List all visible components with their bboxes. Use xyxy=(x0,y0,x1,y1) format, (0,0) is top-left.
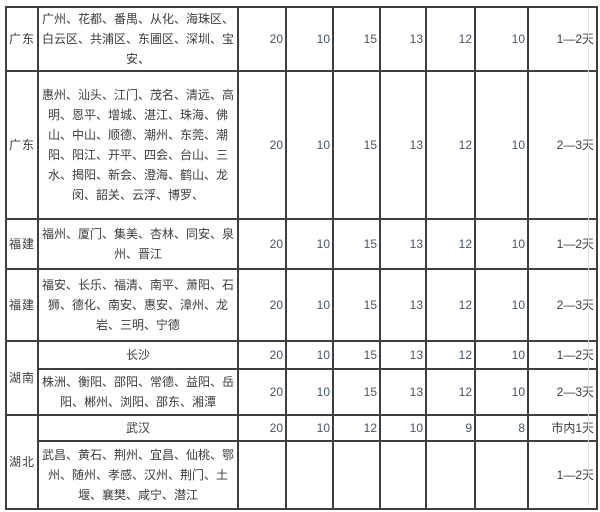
rate-cell: 10 xyxy=(474,340,529,370)
rate-cell: 12 xyxy=(425,368,476,416)
rate-cell: 13 xyxy=(379,6,427,72)
rate-cell xyxy=(474,440,529,510)
rate-cell: 10 xyxy=(379,414,427,442)
rate-cell: 10 xyxy=(474,70,529,220)
rate-cell: 10 xyxy=(474,368,529,416)
rate-cell: 10 xyxy=(285,218,334,270)
rate-cell: 15 xyxy=(332,218,381,270)
cities-cell: 株洲、衡阳、邵阳、常德、益阳、岳阳、郴州、浏阳、邵东、湘潭 xyxy=(37,368,239,416)
rate-cell: 10 xyxy=(285,6,334,72)
rate-cell: 12 xyxy=(425,340,476,370)
delivery-time-cell: 1—2天 xyxy=(527,440,598,510)
table-row: 株洲、衡阳、邵阳、常德、益阳、岳阳、郴州、浏阳、邵东、湘潭 20 10 15 1… xyxy=(6,368,598,416)
table-row: 武昌、黄石、荆州、宜昌、仙桃、鄂州、随州、孝感、汉州、荆门、土堰、襄樊、咸宁、潜… xyxy=(6,440,598,510)
province-cell: 福建 xyxy=(5,268,39,342)
rate-cell xyxy=(332,440,381,510)
rate-cell xyxy=(237,440,287,510)
rate-cell: 10 xyxy=(474,6,529,72)
table-row: 广东 广州、花都、番禺、从化、海珠区、白云区、共浦区、东圃区、深圳、宝安、 20… xyxy=(5,6,598,72)
rate-cell: 9 xyxy=(425,414,476,442)
delivery-time-cell: 市内1天 xyxy=(527,414,598,442)
table-row: 福建 福州、厦门、集美、杏林、同安、泉州、晋江 20 10 15 13 12 1… xyxy=(5,218,598,270)
cities-cell: 惠州、汕头、江门、茂名、清远、高明、恩平、增城、湛江、珠海、佛山、中山、顺德、潮… xyxy=(37,70,239,220)
province-cell: 广东 xyxy=(5,6,39,72)
rate-cell: 12 xyxy=(425,268,476,342)
rate-cell: 20 xyxy=(237,268,287,342)
rate-cell: 15 xyxy=(332,70,381,220)
rate-cell: 13 xyxy=(379,368,427,416)
delivery-time-cell: 1—2天 xyxy=(527,218,598,270)
rate-cell: 12 xyxy=(425,218,476,270)
rate-cell: 10 xyxy=(285,70,334,220)
rate-cell: 12 xyxy=(425,6,476,72)
province-cell: 广东 xyxy=(5,70,39,220)
rate-cell: 13 xyxy=(379,340,427,370)
delivery-time-cell: 2—3天 xyxy=(527,70,598,220)
delivery-time-cell: 2—3天 xyxy=(527,268,598,342)
cities-cell: 武汉 xyxy=(37,414,239,442)
delivery-time-cell: 1—2天 xyxy=(527,6,598,72)
table-row: 湖北 武汉 20 10 12 10 9 8 市内1天 xyxy=(5,414,598,510)
rate-cell xyxy=(379,440,427,510)
table-row: 湖南 长沙 20 10 15 13 12 10 1—2天 xyxy=(5,340,598,416)
rate-cell xyxy=(425,440,476,510)
rate-cell: 10 xyxy=(474,268,529,342)
cities-cell: 武昌、黄石、荆州、宜昌、仙桃、鄂州、随州、孝感、汉州、荆门、土堰、襄樊、咸宁、潜… xyxy=(37,440,239,510)
rate-cell: 12 xyxy=(332,414,381,442)
province-cell: 福建 xyxy=(5,218,39,270)
table-row: 福建 福安、长乐、福清、南平、萧阳、石狮、德化、南安、惠安、漳州、龙岩、三明、宁… xyxy=(5,268,598,342)
cities-cell: 福州、厦门、集美、杏林、同安、泉州、晋江 xyxy=(37,218,239,270)
province-cell: 湖南 xyxy=(5,340,39,416)
delivery-time-cell: 2—3天 xyxy=(527,368,598,416)
rate-cell: 20 xyxy=(237,340,287,370)
province-cell: 湖北 xyxy=(5,414,39,510)
rate-cell: 15 xyxy=(332,6,381,72)
cities-cell: 广州、花都、番禺、从化、海珠区、白云区、共浦区、东圃区、深圳、宝安、 xyxy=(37,6,239,72)
rate-cell xyxy=(285,440,334,510)
cities-cell: 长沙 xyxy=(37,340,239,370)
rate-cell: 15 xyxy=(332,340,381,370)
cities-cell: 福安、长乐、福清、南平、萧阳、石狮、德化、南安、惠安、漳州、龙岩、三明、宁德 xyxy=(37,268,239,342)
rate-cell: 20 xyxy=(237,70,287,220)
shipping-rates-table: 广东 广州、花都、番禺、从化、海珠区、白云区、共浦区、东圃区、深圳、宝安、 20… xyxy=(5,6,598,510)
rate-cell: 15 xyxy=(332,268,381,342)
rate-cell: 20 xyxy=(237,218,287,270)
rate-cell: 15 xyxy=(332,368,381,416)
rate-cell: 10 xyxy=(285,268,334,342)
rate-cell: 12 xyxy=(425,70,476,220)
rate-cell: 20 xyxy=(237,368,287,416)
rate-cell: 10 xyxy=(285,340,334,370)
rate-cell: 13 xyxy=(379,70,427,220)
rate-cell: 13 xyxy=(379,268,427,342)
rate-cell: 13 xyxy=(379,218,427,270)
table-row: 广东 惠州、汕头、江门、茂名、清远、高明、恩平、增城、湛江、珠海、佛山、中山、顺… xyxy=(5,70,598,220)
rate-cell: 20 xyxy=(237,414,287,442)
delivery-time-cell: 1—2天 xyxy=(527,340,598,370)
rate-cell: 20 xyxy=(237,6,287,72)
rate-cell: 8 xyxy=(474,414,529,442)
rate-cell: 10 xyxy=(285,414,334,442)
rate-cell: 10 xyxy=(285,368,334,416)
rate-cell: 10 xyxy=(474,218,529,270)
